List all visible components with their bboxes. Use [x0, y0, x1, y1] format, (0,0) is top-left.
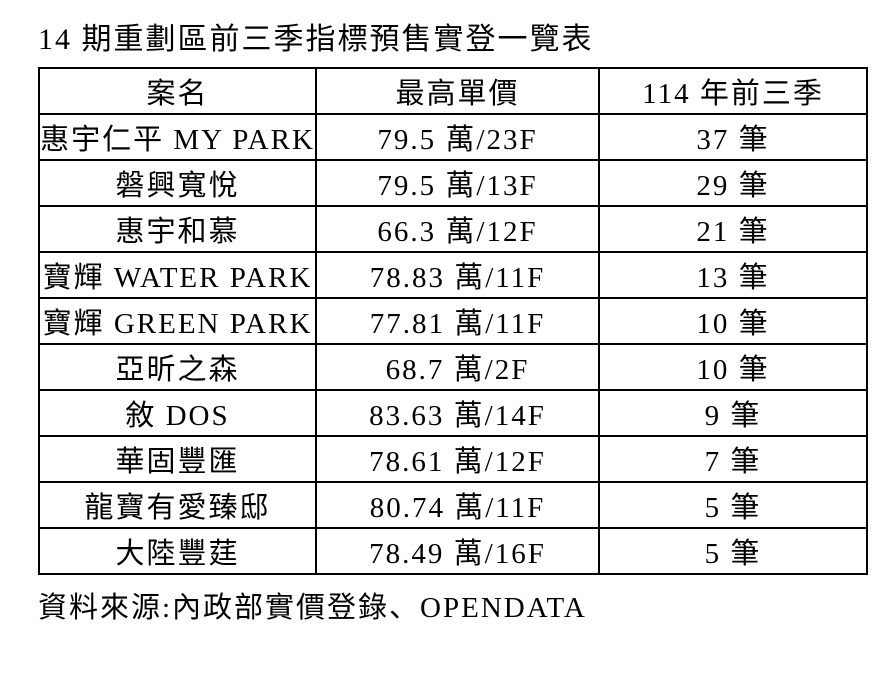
table-row: 亞昕之森 68.7 萬/2F 10 筆: [38, 343, 868, 391]
presale-registration-table: 案名 最高單價 114 年前三季 惠宇仁平 MY PARK 79.5 萬/23F…: [38, 67, 868, 575]
cell-deal-count: 13 筆: [598, 251, 868, 299]
cell-project-name: 敘 DOS: [38, 389, 317, 437]
table-row: 寶輝 WATER PARK 78.83 萬/11F 13 筆: [38, 251, 868, 299]
cell-project-name: 大陸豐莛: [38, 527, 317, 575]
cell-max-unit-price: 80.74 萬/11F: [315, 481, 600, 529]
table-row: 大陸豐莛 78.49 萬/16F 5 筆: [38, 527, 868, 575]
cell-project-name: 寶輝 GREEN PARK: [38, 297, 317, 345]
cell-project-name: 惠宇仁平 MY PARK: [38, 113, 317, 161]
cell-deal-count: 21 筆: [598, 205, 868, 253]
cell-deal-count: 5 筆: [598, 481, 868, 529]
cell-max-unit-price: 79.5 萬/13F: [315, 159, 600, 207]
cell-deal-count: 37 筆: [598, 113, 868, 161]
document-page: 14 期重劃區前三季指標預售實登一覽表 案名 最高單價 114 年前三季 惠宇仁…: [38, 23, 868, 624]
cell-max-unit-price: 68.7 萬/2F: [315, 343, 600, 391]
cell-deal-count: 10 筆: [598, 343, 868, 391]
cell-project-name: 亞昕之森: [38, 343, 317, 391]
table-row: 敘 DOS 83.63 萬/14F 9 筆: [38, 389, 868, 437]
cell-deal-count: 7 筆: [598, 435, 868, 483]
column-header-period-count: 114 年前三季: [598, 67, 868, 115]
cell-max-unit-price: 78.61 萬/12F: [315, 435, 600, 483]
table-row: 龍寶有愛臻邸 80.74 萬/11F 5 筆: [38, 481, 868, 529]
cell-deal-count: 10 筆: [598, 297, 868, 345]
cell-project-name: 龍寶有愛臻邸: [38, 481, 317, 529]
page-title: 14 期重劃區前三季指標預售實登一覽表: [38, 23, 594, 56]
column-header-project-name: 案名: [38, 67, 317, 115]
cell-project-name: 磐興寬悅: [38, 159, 317, 207]
column-header-max-unit-price: 最高單價: [315, 67, 600, 115]
cell-project-name: 寶輝 WATER PARK: [38, 251, 317, 299]
cell-deal-count: 29 筆: [598, 159, 868, 207]
table-row: 華固豐匯 78.61 萬/12F 7 筆: [38, 435, 868, 483]
cell-deal-count: 9 筆: [598, 389, 868, 437]
table-row: 寶輝 GREEN PARK 77.81 萬/11F 10 筆: [38, 297, 868, 345]
table-header-row: 案名 最高單價 114 年前三季: [38, 67, 868, 115]
cell-max-unit-price: 77.81 萬/11F: [315, 297, 600, 345]
cell-max-unit-price: 78.83 萬/11F: [315, 251, 600, 299]
cell-max-unit-price: 66.3 萬/12F: [315, 205, 600, 253]
cell-project-name: 華固豐匯: [38, 435, 317, 483]
data-source-note: 資料來源:內政部實價登錄、OPENDATA: [38, 592, 587, 624]
table-row: 磐興寬悅 79.5 萬/13F 29 筆: [38, 159, 868, 207]
table-row: 惠宇和慕 66.3 萬/12F 21 筆: [38, 205, 868, 253]
table-row: 惠宇仁平 MY PARK 79.5 萬/23F 37 筆: [38, 113, 868, 161]
cell-max-unit-price: 79.5 萬/23F: [315, 113, 600, 161]
cell-deal-count: 5 筆: [598, 527, 868, 575]
cell-max-unit-price: 83.63 萬/14F: [315, 389, 600, 437]
cell-project-name: 惠宇和慕: [38, 205, 317, 253]
cell-max-unit-price: 78.49 萬/16F: [315, 527, 600, 575]
